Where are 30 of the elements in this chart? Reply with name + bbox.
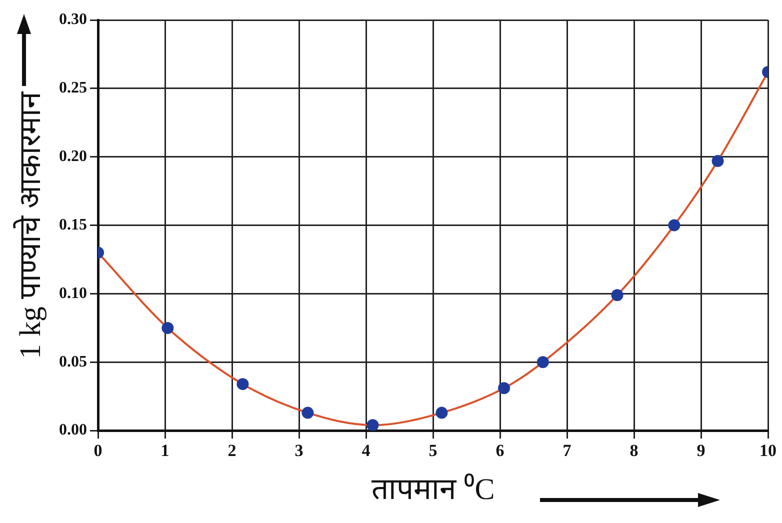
y-tick-label: 0.10 <box>59 284 87 302</box>
y-tick-label: 0.05 <box>59 353 87 370</box>
x-tick-label: 4 <box>362 441 371 460</box>
x-tick-label: 8 <box>630 441 638 460</box>
point <box>236 378 249 390</box>
x-tick-label: 2 <box>228 441 236 460</box>
y-tick-label: 0.15 <box>59 216 87 234</box>
y-tick-label: 0.30 <box>59 11 87 28</box>
y-tick-label: 0.25 <box>59 80 87 97</box>
point <box>712 154 724 167</box>
x-tick-label: 10 <box>760 441 776 460</box>
point <box>611 289 624 302</box>
x-axis-title: तापमान ⁰C <box>371 472 495 506</box>
x-tick-label: 7 <box>562 441 572 460</box>
y-axis-title: 1 kg पाण्याचे आकारमान <box>12 90 47 360</box>
y-tick-label: 0.00 <box>59 422 87 439</box>
x-tick-label: 5 <box>428 441 438 460</box>
point <box>668 219 680 232</box>
point <box>498 382 510 394</box>
point <box>162 322 174 334</box>
point <box>366 419 379 431</box>
point <box>436 406 448 419</box>
x-tick-label: 9 <box>696 441 706 460</box>
x-tick-label: 3 <box>294 441 304 460</box>
x-tick-label: 6 <box>496 441 504 460</box>
point <box>302 406 314 419</box>
point <box>536 356 549 368</box>
x-tick-label: 0 <box>94 441 102 460</box>
y-tick-label: 0.20 <box>59 148 87 166</box>
x-tick-label: 1 <box>160 441 170 460</box>
